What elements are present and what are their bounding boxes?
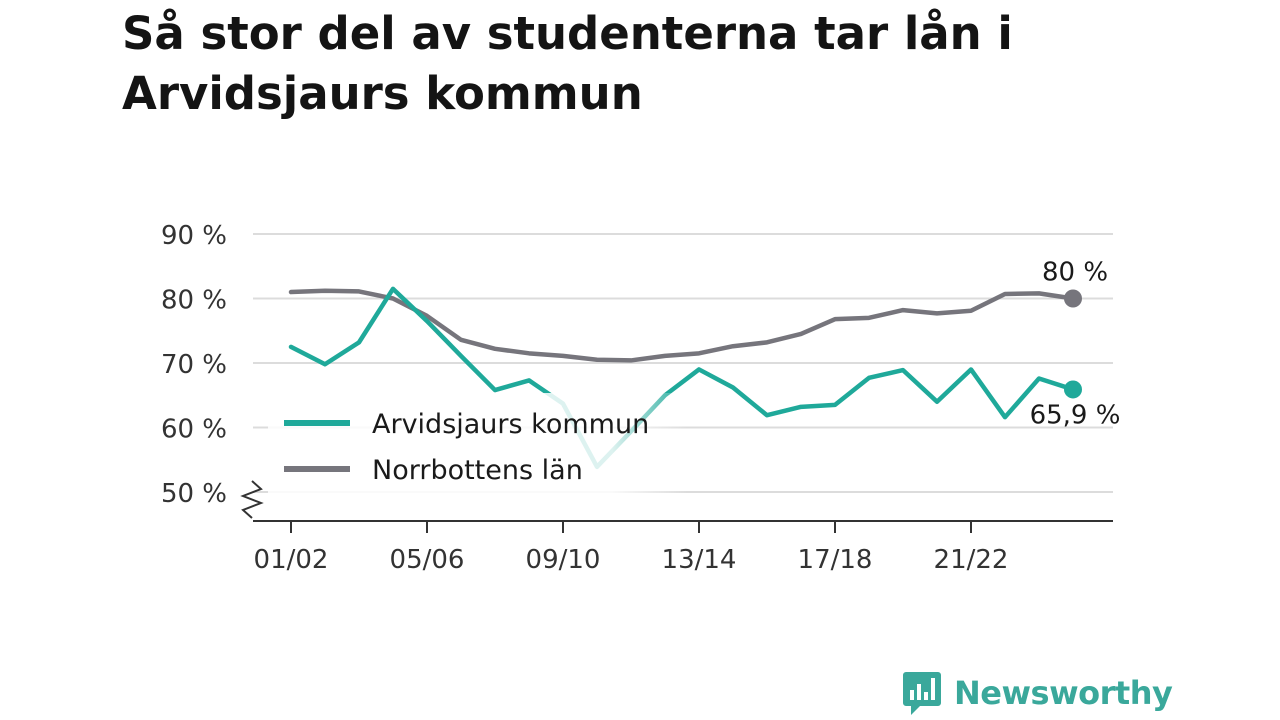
y-tick-label: 60 % (161, 415, 227, 445)
x-tick-label: 09/10 (526, 545, 601, 575)
end-markers: 65,9 % 80 % (1030, 258, 1121, 431)
legend-label-arvidsjaur: Arvidsjaurs kommun (372, 409, 649, 440)
y-tick-label: 50 % (161, 479, 227, 509)
x-tick-label: 05/06 (390, 545, 465, 575)
end-point-norrbotten (1064, 289, 1082, 308)
x-tick-label: 13/14 (662, 545, 737, 575)
brand-name: Newsworthy (954, 674, 1173, 712)
y-tick-label: 70 % (161, 350, 227, 380)
series-line-arvidsjaur (288, 286, 1076, 470)
legend: Arvidsjaurs kommun Norrbottens län (268, 393, 688, 495)
end-point-arvidsjaur (1064, 380, 1082, 399)
axis-break-icon (240, 480, 264, 519)
chart-title: Så stor del av studenterna tar lån i Arv… (122, 7, 1013, 120)
newsworthy-logo-icon (903, 672, 941, 715)
end-label-arvidsjaur: 65,9 % (1030, 400, 1121, 430)
y-tick-label: 90 % (161, 221, 227, 251)
series-lines (288, 286, 1076, 470)
y-axis-ticks: 50 % 60 % 70 % 80 % 90 % (161, 221, 264, 519)
brand-logo: Newsworthy (902, 670, 1173, 716)
legend-label-norrbotten: Norrbottens län (372, 455, 583, 486)
x-tick-label: 17/18 (798, 545, 873, 575)
x-tick-label: 21/22 (934, 545, 1009, 575)
x-tick-label: 01/02 (254, 545, 329, 575)
end-label-norrbotten: 80 % (1042, 258, 1108, 288)
x-axis-ticks: 01/02 05/06 09/10 13/14 17/18 21/22 (254, 521, 1009, 575)
legend-background (268, 393, 688, 495)
y-tick-label: 80 % (161, 286, 227, 316)
